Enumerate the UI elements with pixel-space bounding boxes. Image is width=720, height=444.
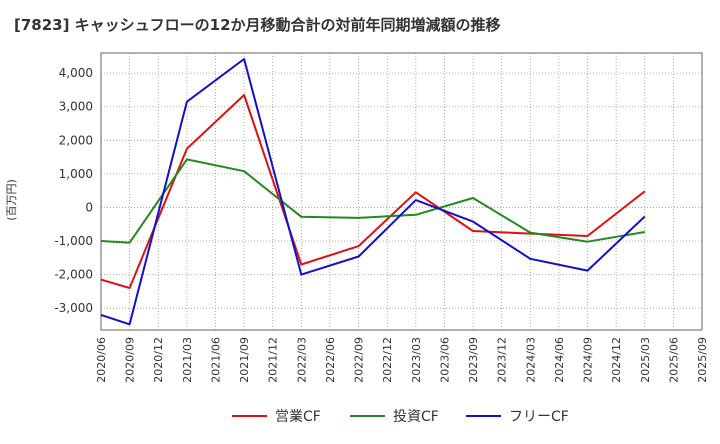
legend: 営業CF 投資CF フリーCF: [232, 409, 569, 425]
legend-label: フリーCF: [509, 409, 569, 425]
y-tick-label: 4,000: [59, 66, 93, 80]
x-tick-label: 2024/03: [524, 337, 537, 383]
grid: [100, 53, 703, 330]
x-tick-label: 2022/06: [324, 337, 337, 383]
x-tick-label: 2023/09: [467, 337, 480, 383]
y-tick-label: -1,000: [54, 234, 93, 248]
x-tick-label: 2020/12: [152, 337, 165, 383]
x-tick-label: 2023/03: [410, 337, 423, 383]
series: [100, 58, 646, 326]
x-tick-label: 2021/12: [267, 337, 280, 383]
x-tick-label: 2023/12: [496, 337, 509, 383]
x-tick-label: 2021/03: [181, 337, 194, 383]
y-tick-label: -2,000: [54, 268, 93, 282]
chart-title: [7823] キャッシュフローの12か月移動合計の対前年同期増減額の推移: [14, 16, 501, 34]
x-axis-ticks: 2020/06 2020/09 2020/12 2021/03 2021/06 2021/…: [95, 337, 709, 383]
y-tick-label: 1,000: [59, 167, 93, 181]
x-tick-label: 2022/12: [381, 337, 394, 383]
y-tick-label: 3,000: [59, 100, 93, 114]
x-tick-label: 2022/03: [295, 337, 308, 383]
x-tick-label: 2025/03: [639, 337, 652, 383]
x-tick-label: 2022/09: [353, 337, 366, 383]
series-line: [100, 58, 646, 326]
x-tick-label: 2021/09: [238, 337, 251, 383]
x-tick-label: 2024/12: [610, 337, 623, 383]
y-axis-label: (百万円): [5, 179, 18, 221]
x-tick-label: 2021/06: [209, 337, 222, 383]
x-tick-label: 2020/06: [95, 337, 108, 383]
y-tick-label: 0: [85, 200, 93, 214]
plot-border: [100, 52, 703, 331]
x-tick-label: 2025/09: [696, 337, 709, 383]
x-tick-label: 2023/06: [438, 337, 451, 383]
legend-label: 投資CF: [393, 409, 439, 425]
y-tick-label: 2,000: [59, 133, 93, 147]
x-tick-label: 2025/06: [667, 337, 680, 383]
series-line: [100, 158, 645, 244]
y-tick-label: -3,000: [54, 301, 93, 315]
y-axis-ticks: -3,000 -2,000 -1,000 0 1,000 2,000 3,000 4,000: [54, 66, 93, 315]
x-tick-label: 2020/09: [124, 337, 137, 383]
legend-label: 営業CF: [275, 409, 321, 425]
series-line: [100, 94, 646, 289]
x-tick-label: 2024/09: [582, 337, 595, 383]
x-tick-label: 2024/06: [553, 337, 566, 383]
